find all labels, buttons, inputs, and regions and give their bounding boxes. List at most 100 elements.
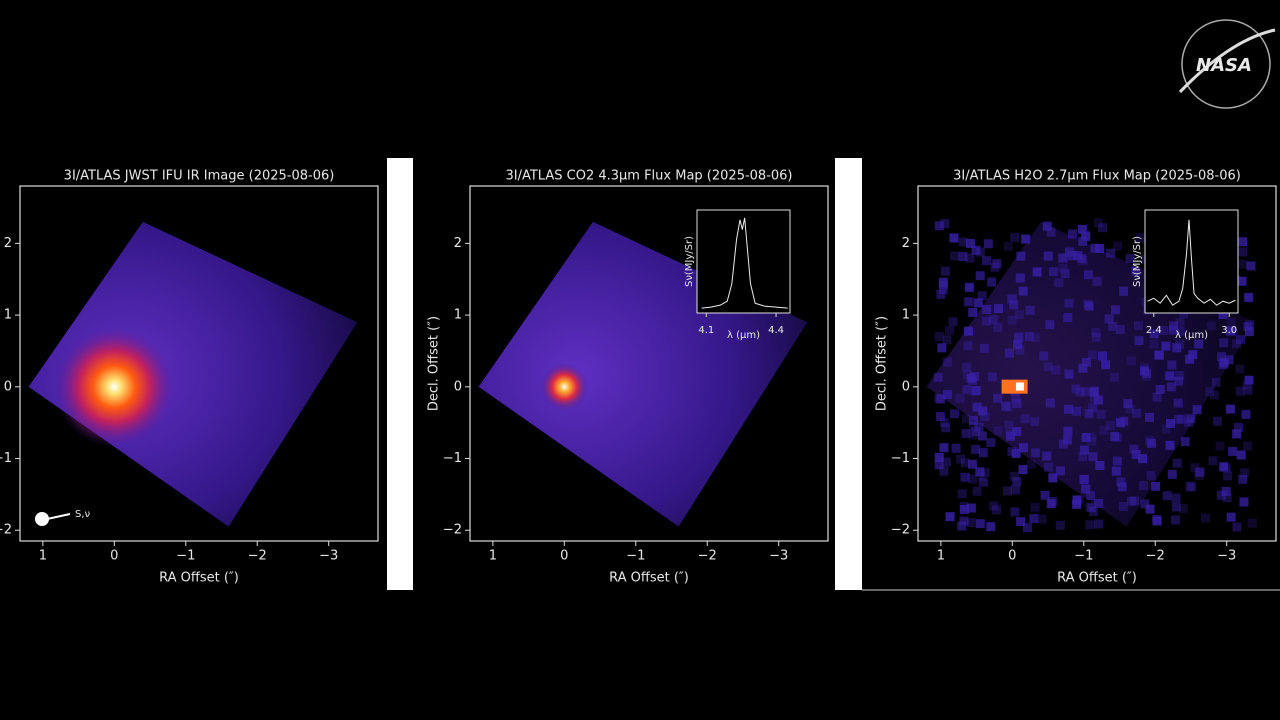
noise-pixel	[993, 304, 1003, 314]
x-tick-label: −2	[1146, 549, 1165, 564]
noise-pixel	[993, 323, 1003, 333]
noise-pixel	[1067, 251, 1077, 261]
noise-pixel	[1109, 372, 1119, 382]
y-tick-label: 0	[902, 379, 910, 394]
noise-pixel	[1081, 357, 1091, 367]
noise-pixel	[1071, 384, 1081, 394]
noise-pixel	[1043, 462, 1053, 472]
noise-pixel	[961, 428, 971, 438]
noise-pixel	[1048, 473, 1058, 483]
annotation: S,ν	[75, 509, 91, 520]
noise-pixel	[1222, 493, 1232, 503]
noise-pixel	[1216, 490, 1226, 500]
noise-pixel	[1134, 336, 1144, 346]
noise-pixel	[941, 266, 951, 276]
noise-pixel	[1087, 503, 1097, 513]
noise-pixel	[1063, 404, 1073, 414]
noise-pixel	[963, 297, 973, 307]
noise-pixel	[1123, 399, 1133, 409]
noise-pixel	[1211, 377, 1221, 387]
noise-pixel	[1094, 395, 1104, 405]
noise-pixel	[1060, 269, 1070, 279]
noise-pixel	[945, 326, 955, 336]
footprint	[28, 221, 358, 527]
noise-pixel	[967, 459, 977, 469]
noise-pixel	[991, 505, 1001, 515]
noise-pixel	[1242, 441, 1252, 451]
noise-pixel	[1030, 416, 1040, 426]
noise-pixel	[1172, 458, 1182, 468]
noise-pixel	[1243, 322, 1253, 332]
noise-pixel	[1118, 502, 1128, 512]
noise-pixel	[1200, 513, 1210, 523]
noise-pixel	[1219, 462, 1229, 472]
noise-pixel	[1040, 490, 1050, 500]
noise-pixel	[1125, 254, 1135, 264]
noise-pixel	[949, 233, 959, 243]
noise-pixel	[1240, 468, 1250, 478]
logo-text: NASA	[1196, 55, 1252, 76]
noise-pixel	[1205, 387, 1215, 397]
noise-pixel	[1221, 463, 1231, 473]
noise-pixel	[1232, 429, 1242, 439]
inset-x-tick-label: 2.4	[1146, 325, 1162, 336]
y-tick-label: 2	[454, 236, 462, 251]
x-tick-label: −1	[1074, 549, 1093, 564]
noise-pixel	[1174, 376, 1184, 386]
noise-pixel	[957, 489, 967, 499]
noise-pixel	[1165, 371, 1175, 381]
x-tick-label: 1	[489, 549, 497, 564]
noise-pixel	[1064, 369, 1074, 379]
noise-pixel	[1048, 497, 1058, 507]
noise-pixel	[1039, 351, 1049, 361]
noise-pixel	[1031, 333, 1041, 343]
noise-pixel	[1106, 248, 1116, 258]
noise-pixel	[1131, 408, 1141, 418]
noise-pixel	[1003, 241, 1013, 251]
noise-pixel	[981, 256, 991, 266]
noise-pixel	[1081, 232, 1091, 242]
noise-pixel	[981, 316, 991, 326]
noise-pixel	[1173, 414, 1183, 424]
noise-pixel	[1116, 418, 1126, 428]
noise-pixel	[1030, 502, 1040, 512]
noise-pixel	[1178, 504, 1188, 514]
noise-pixel	[938, 284, 948, 294]
x-tick-label: 0	[1008, 549, 1016, 564]
noise-pixel	[1117, 482, 1127, 492]
x-tick-label: −3	[769, 549, 788, 564]
noise-pixel	[1165, 440, 1175, 450]
x-tick-label: 1	[937, 549, 945, 564]
noise-pixel	[1094, 519, 1104, 529]
spectrum-line	[701, 217, 788, 309]
noise-pixel	[1168, 321, 1178, 331]
noise-pixel	[1058, 439, 1068, 449]
noise-pixel	[960, 472, 970, 482]
noise-pixel	[977, 291, 987, 301]
noise-pixel	[1081, 432, 1091, 442]
noise-pixel	[986, 438, 996, 448]
noise-pixel	[1131, 266, 1141, 276]
noise-pixel	[1096, 409, 1106, 419]
axes-frame	[19, 185, 379, 542]
noise-pixel	[1238, 474, 1248, 484]
noise-pixel	[1171, 502, 1181, 512]
noise-pixel	[1099, 425, 1109, 435]
noise-pixel	[1009, 471, 1019, 481]
noise-pixel	[948, 317, 958, 327]
noise-pixel	[1048, 267, 1058, 277]
noise-pixel	[1081, 387, 1091, 397]
noise-pixel	[1161, 341, 1171, 351]
y-tick-label: 2	[4, 236, 12, 251]
noise-pixel	[1210, 390, 1220, 400]
noise-pixel	[1011, 394, 1021, 404]
noise-pixel	[1110, 305, 1120, 315]
noise-pixel	[1152, 514, 1162, 524]
noise-pixel	[942, 335, 952, 345]
noise-pixel	[1007, 447, 1017, 457]
y-tick-label: −2	[443, 523, 462, 538]
noise-pixel	[977, 431, 987, 441]
noise-pixel	[934, 221, 944, 231]
noise-pixel	[961, 414, 971, 424]
noise-pixel	[971, 444, 981, 454]
